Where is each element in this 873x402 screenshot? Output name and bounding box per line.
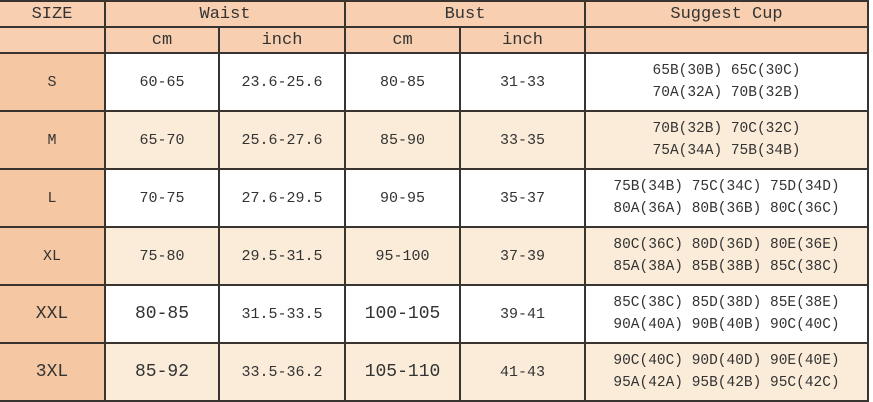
cup-line: 70A(32A) 70B(32B) xyxy=(652,85,801,101)
waist-inch-header: inch xyxy=(217,26,347,54)
waist-inch-cell: 25.6-27.6 xyxy=(217,110,347,170)
bust-cm-cell: 95-100 xyxy=(344,226,462,286)
size-cell: 3XL xyxy=(0,342,106,402)
cup-line: 75B(34B) 75C(34C) 75D(34D) xyxy=(613,179,840,195)
size-header-blank xyxy=(0,26,106,54)
bust-inch-cell: 41-43 xyxy=(459,342,587,402)
bust-inch-header: inch xyxy=(459,26,587,54)
waist-inch-cell: 31.5-33.5 xyxy=(217,284,347,344)
size-cell: XL xyxy=(0,226,106,286)
bust-inch-cell: 37-39 xyxy=(459,226,587,286)
cup-line: 70B(32B) 70C(32C) xyxy=(652,121,801,137)
size-cell: XXL xyxy=(0,284,106,344)
waist-inch-cell: 27.6-29.5 xyxy=(217,168,347,228)
bust-inch-cell: 31-33 xyxy=(459,52,587,112)
cup-line: 95A(42A) 95B(42B) 95C(42C) xyxy=(613,375,840,391)
cup-cell: 80C(36C) 80D(36D) 80E(36E) 85A(38A) 85B(3… xyxy=(584,226,870,286)
bust-cm-cell: 85-90 xyxy=(344,110,462,170)
waist-cm-cell: 65-70 xyxy=(104,110,220,170)
cup-line: 75A(34A) 75B(34B) xyxy=(652,143,801,159)
header-row: SIZE Waist Bust Suggest Cup xyxy=(0,0,870,28)
bust-cm-cell: 100-105 xyxy=(344,284,462,344)
waist-cm-cell: 80-85 xyxy=(104,284,220,344)
waist-inch-cell: 29.5-31.5 xyxy=(217,226,347,286)
table-row: XXL 80-85 31.5-33.5 100-105 39-41 85C(38… xyxy=(0,284,870,344)
waist-inch-cell: 33.5-36.2 xyxy=(217,342,347,402)
cup-cell: 70B(32B) 70C(32C) 75A(34A) 75B(34B) xyxy=(584,110,870,170)
cup-line: 90C(40C) 90D(40D) 90E(40E) xyxy=(613,353,840,369)
bust-inch-cell: 39-41 xyxy=(459,284,587,344)
cup-line: 90A(40A) 90B(40B) 90C(40C) xyxy=(613,317,840,333)
table-row: 3XL 85-92 33.5-36.2 105-110 41-43 90C(40… xyxy=(0,342,870,402)
waist-cm-cell: 75-80 xyxy=(104,226,220,286)
table-row: L 70-75 27.6-29.5 90-95 35-37 75B(34B) 7… xyxy=(0,168,870,228)
bust-cm-header: cm xyxy=(344,26,462,54)
cup-cell: 90C(40C) 90D(40D) 90E(40E) 95A(42A) 95B(4… xyxy=(584,342,870,402)
bust-cm-cell: 80-85 xyxy=(344,52,462,112)
cup-line: 85A(38A) 85B(38B) 85C(38C) xyxy=(613,259,840,275)
unit-header-row: cm inch cm inch xyxy=(0,26,870,54)
size-cell: M xyxy=(0,110,106,170)
table-row: XL 75-80 29.5-31.5 95-100 37-39 80C(36C)… xyxy=(0,226,870,286)
waist-cm-header: cm xyxy=(104,26,220,54)
waist-inch-cell: 23.6-25.6 xyxy=(217,52,347,112)
bust-header: Bust xyxy=(344,0,587,28)
size-cell: L xyxy=(0,168,106,228)
bust-cm-cell: 90-95 xyxy=(344,168,462,228)
cup-cell: 75B(34B) 75C(34C) 75D(34D) 80A(36A) 80B(3… xyxy=(584,168,870,228)
cup-line: 65B(30B) 65C(30C) xyxy=(652,63,801,79)
cup-header-blank xyxy=(584,26,870,54)
bust-inch-cell: 35-37 xyxy=(459,168,587,228)
size-cell: S xyxy=(0,52,106,112)
table-row: S 60-65 23.6-25.6 80-85 31-33 65B(30B) 6… xyxy=(0,52,870,112)
waist-cm-cell: 60-65 xyxy=(104,52,220,112)
bust-cm-cell: 105-110 xyxy=(344,342,462,402)
cup-header: Suggest Cup xyxy=(584,0,870,28)
cup-line: 80A(36A) 80B(36B) 80C(36C) xyxy=(613,201,840,217)
cup-line: 80C(36C) 80D(36D) 80E(36E) xyxy=(613,237,840,253)
waist-cm-cell: 85-92 xyxy=(104,342,220,402)
size-header: SIZE xyxy=(0,0,106,28)
cup-cell: 85C(38C) 85D(38D) 85E(38E) 90A(40A) 90B(4… xyxy=(584,284,870,344)
waist-header: Waist xyxy=(103,0,347,28)
table-row: M 65-70 25.6-27.6 85-90 33-35 70B(32B) 7… xyxy=(0,110,870,170)
waist-cm-cell: 70-75 xyxy=(104,168,220,228)
cup-cell: 65B(30B) 65C(30C) 70A(32A) 70B(32B) xyxy=(584,52,870,112)
cup-line: 85C(38C) 85D(38D) 85E(38E) xyxy=(613,295,840,311)
bust-inch-cell: 33-35 xyxy=(459,110,587,170)
